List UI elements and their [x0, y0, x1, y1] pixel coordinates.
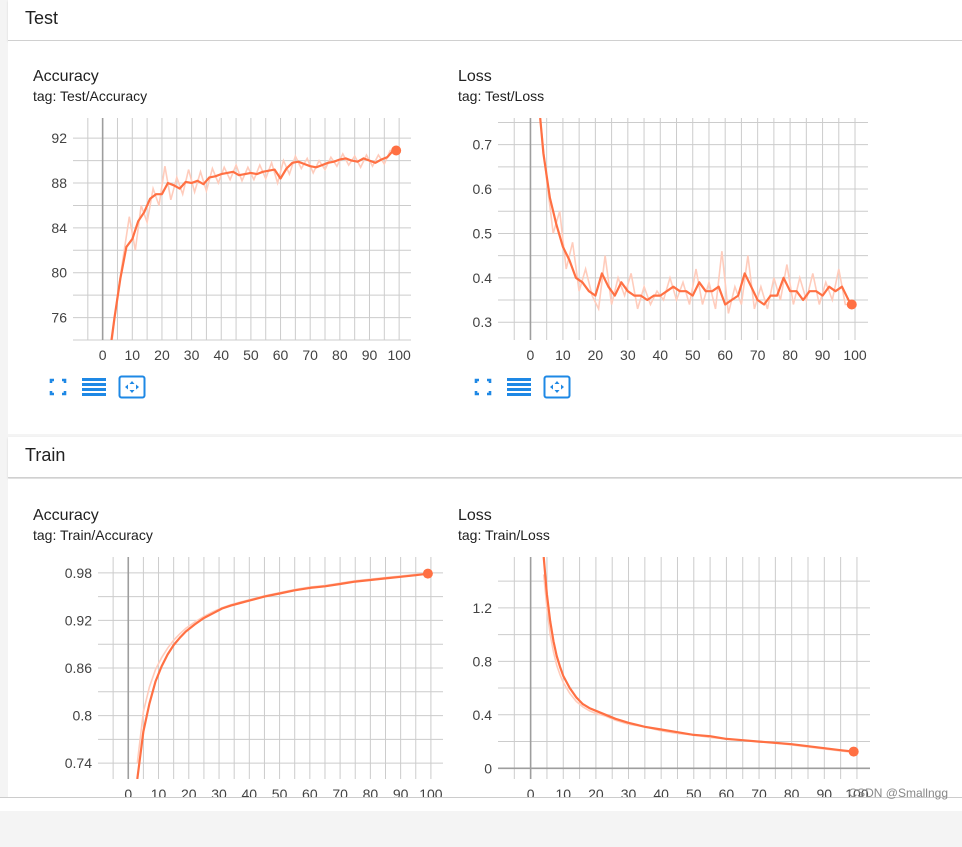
x-tick-label: 0: [527, 347, 535, 363]
y-tick-label: 0.86: [65, 660, 92, 676]
page-footer-strip: [0, 797, 962, 811]
y-tick-label: 0.7: [473, 137, 493, 153]
y-tick-label: 0.4: [473, 707, 493, 723]
y-tick-label: 92: [51, 130, 67, 146]
series-group: [542, 557, 854, 754]
chart-tag: tag: Train/Accuracy: [33, 527, 153, 543]
section-body-test: [8, 41, 962, 434]
x-tick-label: 90: [362, 347, 378, 363]
series-line-raw: [542, 574, 854, 754]
toggle-log-scale-icon: [82, 378, 106, 396]
y-tick-label: 84: [51, 220, 67, 236]
chart-card-train-accuracy: Accuracy tag: Train/Accuracy 0.74 0.8 0.86…: [33, 507, 453, 847]
chart-title: Accuracy: [33, 507, 99, 524]
series-line-smoothed: [542, 557, 854, 753]
x-tick-label: 60: [717, 347, 733, 363]
last-point-marker: [848, 746, 859, 757]
x-tick-label: 80: [332, 347, 348, 363]
x-tick-label: 10: [555, 347, 571, 363]
fullscreen-icon: [49, 378, 67, 396]
x-tick-label: 70: [750, 347, 766, 363]
x-tick-label: 10: [125, 347, 141, 363]
chart-title: Loss: [458, 68, 492, 85]
x-tick-label: 50: [685, 347, 701, 363]
chart-tag: tag: Test/Loss: [458, 88, 545, 104]
last-point-marker: [846, 299, 857, 310]
section-title: Train: [25, 445, 66, 465]
y-tick-label: 1.2: [473, 600, 493, 616]
chart-card-test-loss: Loss tag: Test/Loss 0.3 0.4 0.5 0.6 0.7 0 10 20…: [458, 68, 878, 408]
series-line-raw: [111, 149, 397, 340]
x-tick-label: 90: [815, 347, 831, 363]
y-tick-label: 0.98: [65, 565, 92, 581]
y-tick-label: 0.4: [473, 270, 493, 286]
section-body-train: [8, 479, 962, 797]
series-line-raw: [539, 118, 852, 314]
series-group: [110, 149, 397, 340]
last-point-marker: [391, 145, 402, 156]
series-group: [539, 118, 853, 314]
fit-domain-icon: [543, 375, 571, 399]
x-tick-label: 50: [243, 347, 259, 363]
series-group: [136, 572, 429, 779]
x-tick-label: 0: [124, 786, 132, 802]
y-tick-label: 0.92: [65, 612, 92, 628]
fit-domain-button[interactable]: [542, 373, 572, 401]
fullscreen-button[interactable]: [43, 373, 73, 401]
x-tick-label: 20: [588, 347, 604, 363]
series-line-smoothed: [136, 572, 429, 779]
toggle-log-scale-button[interactable]: [79, 373, 109, 401]
series-line-smoothed: [539, 118, 853, 306]
y-tick-label: 0: [484, 760, 492, 776]
line-chart[interactable]: 76 80 84 88 92 0 10 20 30 40 50 60 70 80 90 100: [33, 68, 453, 368]
chart-card-train-loss: Loss tag: Train/Loss 0 0.4 0.8 1.2 0 10 20 30 40…: [458, 507, 878, 847]
y-tick-label: 0.5: [473, 225, 493, 241]
line-chart[interactable]: 0.3 0.4 0.5 0.6 0.7 0 10 20 30 40 50 60 70 80 90 100: [458, 68, 878, 368]
line-chart[interactable]: 0.740.80.860.920.980 10 20 30 40 50 60 70 80 90 10…: [33, 507, 453, 802]
x-tick-label: 30: [184, 347, 200, 363]
toggle-log-scale-button[interactable]: [504, 373, 534, 401]
line-chart[interactable]: 00.40.81.20 10 20 30 40 50 60 70 80 90 100: [458, 507, 878, 802]
fit-domain-button[interactable]: [117, 373, 147, 401]
section-header-train[interactable]: Train: [8, 437, 962, 478]
x-tick-label: 20: [154, 347, 170, 363]
y-tick-label: 0.8: [73, 708, 93, 724]
y-tick-label: 76: [51, 310, 67, 326]
y-tick-label: 0.8: [473, 653, 493, 669]
x-tick-label: 80: [782, 347, 798, 363]
y-tick-label: 0.74: [65, 755, 92, 771]
x-tick-label: 100: [843, 347, 867, 363]
x-tick-label: 0: [527, 786, 535, 802]
last-point-marker: [422, 568, 433, 579]
y-tick-label: 0.6: [473, 181, 493, 197]
x-tick-label: 100: [387, 347, 411, 363]
x-tick-label: 40: [213, 347, 229, 363]
chart-tag: tag: Train/Loss: [458, 527, 550, 543]
section-header-test[interactable]: Test: [8, 0, 962, 41]
chart-title: Loss: [458, 507, 492, 524]
fullscreen-button[interactable]: [468, 373, 498, 401]
chart-tag: tag: Test/Accuracy: [33, 88, 148, 104]
toggle-log-scale-icon: [507, 378, 531, 396]
y-tick-label: 80: [51, 265, 67, 281]
watermark: CSDN @Smallngg: [848, 786, 948, 800]
x-tick-label: 40: [652, 347, 668, 363]
chart-card-test-accuracy: Accuracy tag: Test/Accuracy 76 80 84 88 92 0 1…: [33, 68, 453, 408]
chart-title: Accuracy: [33, 68, 99, 85]
section-title: Test: [25, 8, 59, 28]
fit-domain-icon: [118, 375, 146, 399]
x-tick-label: 70: [302, 347, 318, 363]
x-tick-label: 30: [620, 347, 636, 363]
x-tick-label: 60: [273, 347, 289, 363]
y-tick-label: 0.3: [473, 314, 493, 330]
series-line-smoothed: [110, 149, 397, 340]
x-tick-label: 0: [99, 347, 107, 363]
fullscreen-icon: [474, 378, 492, 396]
y-tick-label: 88: [51, 175, 67, 191]
